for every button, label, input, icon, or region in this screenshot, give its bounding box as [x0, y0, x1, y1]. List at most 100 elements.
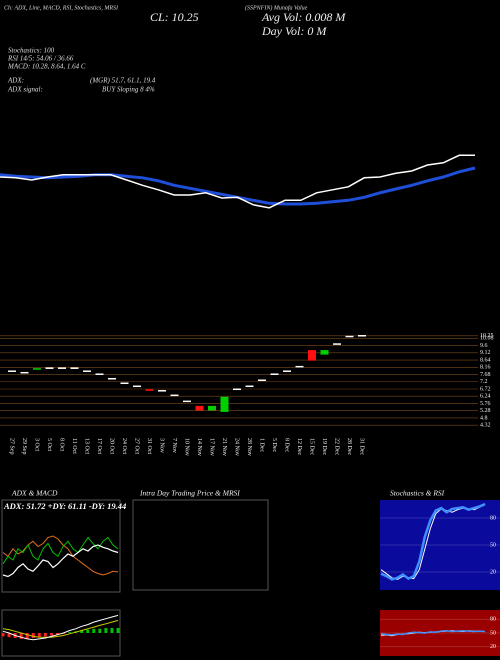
- date-label: 14 Nov: [196, 438, 202, 456]
- y-tick-label: 20: [490, 644, 496, 650]
- candle: [70, 367, 79, 369]
- candle: [58, 367, 66, 369]
- date-label: 3 Nov: [159, 438, 165, 453]
- signal-line: [2, 619, 119, 638]
- date-label: 1 Dec: [259, 438, 265, 452]
- candle: [183, 400, 191, 403]
- candle: [245, 385, 254, 388]
- y-tick-label: 10.08: [480, 336, 494, 342]
- date-label: 8 Oct: [59, 438, 65, 451]
- panel-title: ADX & MACD: [11, 489, 58, 498]
- y-tick-label: 7.68: [480, 372, 491, 378]
- date-label: 5 Dec: [271, 438, 277, 452]
- panel-title: Stochastics & RSI: [390, 489, 445, 498]
- candle: [145, 389, 154, 391]
- intraday-panel: [132, 499, 269, 591]
- histogram-bar: [7, 633, 11, 638]
- candle: [320, 350, 329, 355]
- histogram-bar: [98, 628, 102, 633]
- histogram-bar: [43, 633, 47, 637]
- histogram-bar: [92, 628, 96, 633]
- histogram-bar: [104, 627, 108, 633]
- histogram-bar: [110, 627, 114, 633]
- candle: [108, 377, 116, 380]
- y-tick-label: 80: [490, 617, 496, 623]
- candle: [158, 390, 166, 392]
- y-tick-label: 4.8: [480, 415, 488, 421]
- y-tick-label: 9.6: [480, 343, 488, 349]
- y-tick-label: 10.25: [480, 333, 494, 339]
- date-label: 27 Sep: [9, 438, 15, 455]
- candle: [170, 394, 179, 397]
- date-label: 7 Nov: [171, 438, 177, 453]
- macd-line: [2, 614, 119, 641]
- date-label: 29 Sep: [21, 438, 27, 455]
- date-label: 8 Dec: [284, 438, 290, 452]
- histogram-bar: [25, 633, 29, 639]
- date-label: 31 Oct: [146, 438, 152, 454]
- histogram-bar: [55, 633, 59, 635]
- y-tick-label: 6.72: [480, 386, 491, 392]
- date-label: 27 Oct: [134, 438, 140, 454]
- candle: [208, 405, 216, 411]
- adx-signal: BUY Sloping 8 4%: [102, 86, 155, 94]
- histogram-bar: [68, 632, 72, 633]
- fast-line: [380, 502, 486, 581]
- candle: [333, 343, 341, 345]
- y-tick-label: 8.16: [480, 365, 491, 371]
- date-label: 3 Oct: [34, 438, 40, 451]
- date-label: 22 Dec: [334, 438, 340, 455]
- y-tick-label: 8.64: [480, 357, 491, 363]
- histogram-bar: [116, 627, 120, 633]
- candle: [308, 350, 316, 361]
- adx-signal-label: ADX signal:: [7, 86, 43, 94]
- price-line: [0, 154, 475, 209]
- plus-dy-line: [2, 536, 119, 565]
- y-tick-label: 50: [490, 630, 496, 636]
- date-label: 24 Oct: [121, 438, 127, 454]
- y-tick-label: 80: [490, 515, 496, 521]
- close: CL: 10.25: [150, 10, 199, 24]
- y-tick-label: 9.12: [480, 350, 491, 356]
- candle: [270, 373, 279, 375]
- date-label: 31 Dec: [359, 438, 365, 455]
- date-label: 28 Dec: [346, 438, 352, 455]
- histogram-bar: [49, 633, 53, 636]
- panel-title: Intra Day Trading Price & MRSI: [139, 489, 240, 498]
- y-tick-label: 4.32: [480, 423, 491, 429]
- avg-vol: Avg Vol: 0.008 M: [261, 10, 346, 24]
- y-tick-label: 7.2: [480, 379, 488, 385]
- histogram-bar: [19, 633, 23, 639]
- candle: [8, 370, 16, 372]
- adx-caption: ADX: 51.72 +DY: 61.11 -DY: 19.44: [3, 501, 126, 511]
- histogram-bar: [86, 629, 90, 633]
- histogram-bar: [31, 633, 35, 639]
- rsi-panel: [380, 610, 500, 656]
- candle: [195, 405, 204, 411]
- candle: [20, 371, 29, 374]
- candle: [358, 335, 366, 337]
- candle: [83, 370, 91, 372]
- symbol: (SSPNFIN) Munafa Value: [245, 4, 308, 11]
- day-vol: Day Vol: 0 M: [261, 24, 327, 38]
- date-label: 24 Nov: [234, 438, 240, 456]
- y-tick-label: 50: [490, 542, 496, 548]
- candle: [233, 388, 241, 391]
- adx-line: [2, 544, 119, 578]
- date-label: 17 Nov: [209, 438, 215, 456]
- y-tick-label: 20: [490, 569, 496, 575]
- candle: [220, 396, 229, 412]
- stat: RSI 14/5: 54.06 / 36.66: [7, 55, 74, 63]
- histogram-bar: [37, 633, 41, 638]
- date-label: 10 Nov: [184, 438, 190, 456]
- rsi-line: [380, 629, 486, 636]
- date-label: 15 Dec: [309, 438, 315, 455]
- date-label: 12 Dec: [296, 438, 302, 455]
- candle: [258, 379, 266, 381]
- adx-label: ADX:: [7, 77, 24, 85]
- adx-value: (MGR) 51.7, 61.1, 19.4: [90, 77, 156, 85]
- histogram-bar: [1, 633, 5, 637]
- y-tick-label: 5.28: [480, 408, 491, 414]
